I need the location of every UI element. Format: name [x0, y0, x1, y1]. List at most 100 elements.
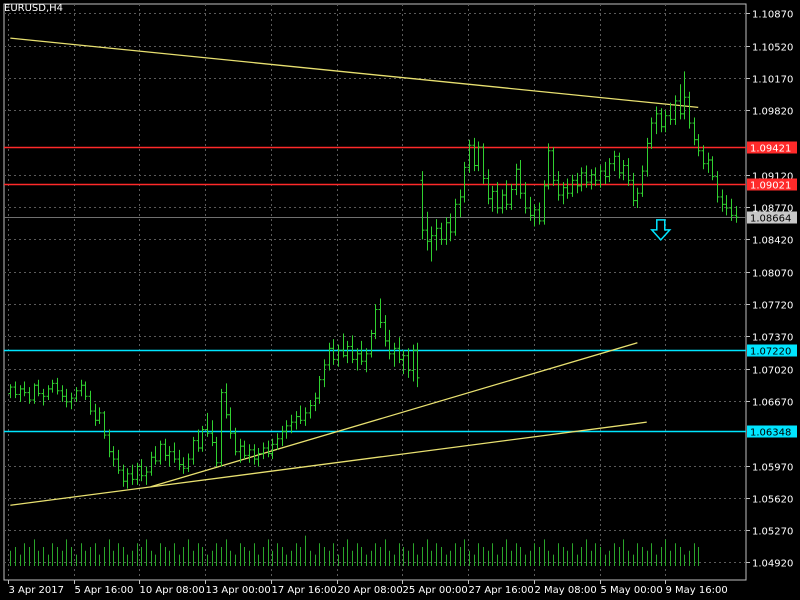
candle [158, 440, 163, 465]
candle [50, 379, 55, 393]
candle [8, 384, 13, 399]
time-axis-label: 13 Apr 00:00 [206, 585, 271, 596]
candle [692, 117, 697, 146]
candle [303, 407, 308, 426]
candle [406, 348, 411, 378]
candle [275, 433, 280, 450]
candle [387, 329, 392, 360]
candle [448, 213, 453, 242]
candle [359, 340, 364, 365]
candle [93, 403, 98, 426]
candle [532, 204, 537, 227]
time-axis-label: 27 Apr 16:00 [469, 585, 534, 596]
candle [308, 400, 313, 419]
candle [252, 444, 257, 465]
candle [336, 344, 341, 367]
candle [233, 427, 238, 456]
candle [341, 333, 346, 358]
candle [720, 189, 725, 212]
candle [467, 139, 472, 173]
candle [481, 143, 486, 184]
candle [542, 180, 547, 225]
candle [331, 339, 336, 365]
candle [523, 182, 528, 214]
candle [205, 412, 210, 437]
candle [88, 390, 93, 415]
plot-frame [3, 3, 747, 581]
candle [570, 174, 575, 197]
sell-arrow-icon [650, 219, 672, 241]
price-axis-label: 1.05270 [752, 527, 793, 538]
candle [121, 464, 126, 487]
candle [701, 145, 706, 170]
candle [504, 180, 509, 210]
candle [556, 171, 561, 201]
candle [355, 348, 360, 371]
candle [603, 161, 608, 184]
candle [397, 337, 402, 364]
level-tag [747, 141, 797, 154]
candle [294, 411, 299, 430]
price-axis-label: 1.08770 [752, 204, 793, 215]
candle [673, 95, 678, 125]
level-label: 1.09021 [750, 181, 791, 192]
candle [378, 298, 383, 328]
candle [373, 304, 378, 340]
candle [551, 147, 556, 186]
candle [645, 137, 650, 177]
candle [458, 189, 463, 218]
candle [298, 405, 303, 424]
candle [111, 446, 116, 467]
price-axis-label: 1.04920 [752, 559, 793, 570]
candle [383, 315, 388, 347]
candle [621, 160, 626, 181]
candle [13, 381, 18, 399]
time-axis-label: 17 Apr 16:00 [272, 585, 337, 596]
candle [55, 377, 60, 395]
time-axis-label: 5 Apr 16:00 [75, 585, 134, 596]
candle [261, 442, 266, 460]
candle [453, 198, 458, 236]
price-axis-label: 1.09120 [752, 172, 793, 183]
candle [270, 438, 275, 460]
candle [181, 457, 186, 474]
candle [495, 182, 500, 214]
level-label: 1.06348 [750, 428, 791, 439]
candle [186, 453, 191, 472]
candle [425, 211, 430, 251]
price-axis-label: 1.05620 [752, 495, 793, 506]
price-axis-label: 1.08070 [752, 269, 793, 280]
candle [177, 449, 182, 471]
candle [139, 459, 144, 482]
candle [69, 392, 74, 410]
candle [280, 425, 285, 447]
candle [350, 335, 355, 364]
candle [659, 108, 664, 133]
candle [486, 169, 491, 205]
candle [415, 342, 420, 388]
level-label: 1.09421 [750, 144, 791, 155]
candle [640, 165, 645, 197]
level-tag [747, 425, 797, 438]
candle [575, 172, 580, 194]
candle [266, 440, 271, 458]
candle [434, 219, 439, 251]
candle [130, 464, 135, 485]
candle [369, 329, 374, 358]
candle [546, 143, 551, 190]
candle [509, 184, 514, 210]
candle [284, 420, 289, 439]
candle [476, 141, 481, 172]
trend-line [10, 421, 647, 506]
candle [715, 171, 720, 203]
time-axis-label: 9 May 16:00 [666, 585, 728, 596]
candle [706, 152, 711, 173]
candle [224, 383, 229, 419]
candle [687, 91, 692, 129]
candle [64, 388, 69, 408]
candle [228, 407, 233, 439]
candle [490, 185, 495, 212]
candle [635, 187, 640, 208]
